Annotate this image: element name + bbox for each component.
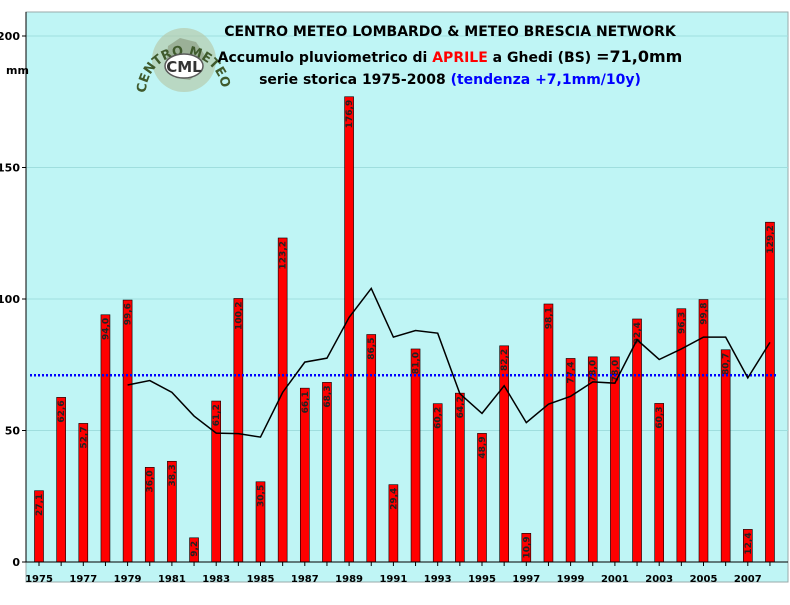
x-tick-label: 1979	[114, 574, 142, 585]
bar	[366, 334, 377, 563]
data-label: 64,2	[456, 396, 466, 418]
title-line-2-prefix: Accumulo pluviometrico di	[218, 50, 433, 66]
x-tick-label: 1997	[512, 574, 540, 585]
y-axis-label: mm	[6, 64, 29, 77]
data-label: 78,0	[611, 360, 621, 382]
bar	[765, 221, 775, 563]
data-label: 129,2	[766, 225, 776, 253]
bar	[233, 298, 244, 563]
x-tick-label: 1999	[557, 574, 585, 585]
bar	[410, 348, 421, 563]
data-label: 100,2	[234, 301, 244, 329]
bar	[543, 303, 554, 563]
data-label: 62,6	[57, 400, 67, 422]
x-tick-label: 2001	[601, 574, 629, 585]
data-label: 30,5	[257, 485, 267, 507]
title-line-2: Accumulo pluviometrico di APRILE a Ghedi…	[218, 47, 683, 66]
y-tick-label: 150	[0, 162, 20, 175]
x-tick-label: 1983	[202, 574, 230, 585]
title-trend: (tendenza +7,1mm/10y)	[451, 72, 641, 88]
y-tick-label: 0	[12, 556, 20, 569]
data-label: 60,2	[434, 407, 444, 429]
data-label: 176,9	[345, 100, 355, 128]
data-label: 9,2	[190, 541, 200, 557]
y-ticks: 0 50 100 150 200	[0, 30, 26, 569]
data-label: 82,2	[500, 349, 510, 371]
data-label: 78,0	[589, 360, 599, 382]
logo-badge	[164, 53, 204, 79]
data-label: 10,9	[522, 536, 532, 558]
x-tick-label: 1995	[468, 574, 496, 585]
data-label: 66,1	[301, 391, 311, 413]
data-label: 77,4	[567, 361, 577, 383]
title-line-3: serie storica 1975-2008 (tendenza +7,1mm…	[259, 72, 641, 88]
x-tick-label: 1977	[69, 574, 97, 585]
data-label: 52,7	[79, 426, 89, 448]
data-label: 80,7	[722, 353, 732, 375]
x-tick-label: 2007	[734, 574, 762, 585]
data-label: 81,0	[412, 352, 422, 374]
data-label: 68,3	[323, 385, 333, 407]
x-tick-label: 1987	[291, 574, 319, 585]
bar	[122, 299, 133, 563]
title-line-2-mid: a Ghedi (BS)	[488, 50, 596, 66]
data-label: 123,2	[279, 241, 289, 269]
bar	[610, 356, 620, 563]
data-label: 12,4	[744, 532, 754, 554]
data-label: 27,1	[35, 494, 45, 516]
bar	[344, 96, 354, 563]
x-tick-label: 1975	[25, 574, 53, 585]
x-tick-label: 2003	[645, 574, 673, 585]
title-line-3-prefix: serie storica 1975-2008	[259, 72, 450, 88]
bar	[720, 349, 731, 563]
data-label: 36,0	[146, 470, 156, 492]
logo-badge-text: CML	[166, 58, 202, 76]
x-tick-label: 2005	[690, 574, 718, 585]
x-ticks: 1975 1977 1979 1981 1983 1985 1987 1989 1991 1993…	[25, 562, 771, 585]
plot-background	[25, 11, 789, 583]
title-month: APRILE	[432, 50, 488, 66]
bar	[632, 318, 642, 563]
data-label: 38,3	[168, 464, 178, 486]
data-label: 96,3	[677, 312, 687, 334]
data-label: 48,9	[478, 436, 488, 458]
x-tick-label: 1985	[247, 574, 275, 585]
bar	[100, 314, 111, 563]
bar	[322, 382, 332, 563]
y-tick-label: 100	[0, 293, 20, 306]
data-label: 29,4	[389, 488, 399, 510]
data-label: 60,3	[655, 406, 665, 428]
data-label: 99,6	[124, 303, 134, 325]
data-label: 61,2	[212, 404, 222, 426]
data-labels: 27,1 62,6 52,7 94,0 99,6 36,0 38,3 9,2 61,2 100,2…	[35, 100, 776, 559]
x-tick-label: 1981	[158, 574, 186, 585]
x-tick-label: 1989	[335, 574, 363, 585]
data-label: 86,5	[367, 338, 377, 360]
y-tick-label: 200	[0, 30, 20, 43]
data-label: 98,1	[544, 307, 554, 329]
chart-title: CENTRO METEO LOMBARDO & METEO BRESCIA NE…	[218, 24, 683, 88]
data-label: 99,8	[700, 303, 710, 325]
x-tick-label: 1991	[379, 574, 407, 585]
moving-average-line	[127, 287, 771, 438]
x-tick-label: 1993	[424, 574, 452, 585]
data-label: 92,4	[633, 322, 643, 344]
bar	[587, 356, 598, 563]
title-monthly-total: =71,0mm	[596, 47, 682, 66]
data-label: 94,0	[101, 318, 111, 340]
bar	[565, 358, 576, 563]
y-tick-label: 50	[5, 425, 21, 438]
bar	[499, 345, 509, 563]
title-line-1: CENTRO METEO LOMBARDO & METEO BRESCIA NE…	[224, 24, 677, 40]
